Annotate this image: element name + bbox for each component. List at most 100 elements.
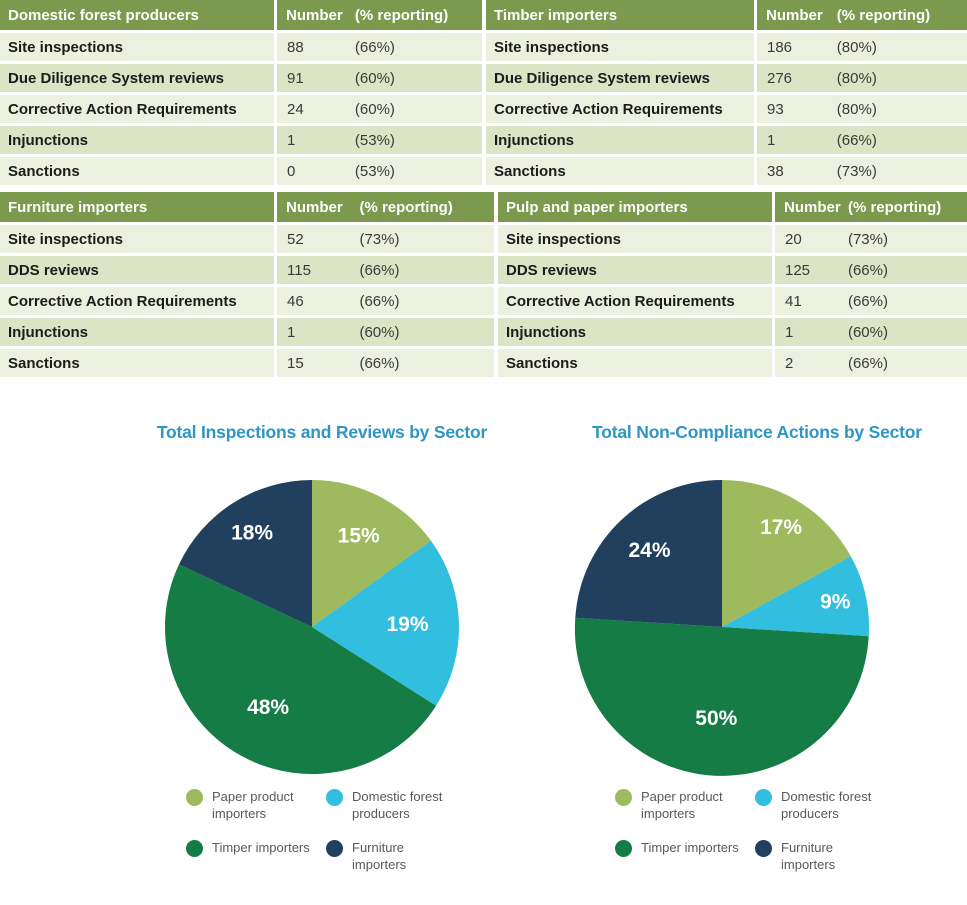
pct-reporting-value: (66%): [847, 261, 888, 279]
metric-label: Injunctions: [0, 318, 277, 346]
metric-label: Injunctions: [0, 126, 277, 154]
metric-values: 38 (73%): [757, 157, 967, 185]
count-value: 0: [287, 162, 296, 180]
legend-label: Domestic forest producers: [352, 789, 443, 822]
legend-label: Timper importers: [212, 840, 310, 856]
table-row-dds-reviews: DDS reviews 125 (66%): [498, 256, 967, 287]
legend-dot-domestic-forest-producers: [755, 789, 772, 806]
pct-reporting-header-label: (% reporting): [359, 198, 453, 216]
legend-item-domestic-forest-producers: Domestic forest producers: [755, 788, 905, 822]
legend-label: Paper product importers: [641, 789, 723, 822]
pct-reporting-value: (60%): [847, 323, 888, 341]
pct-reporting-value: (73%): [359, 230, 400, 248]
pct-reporting-value: (60%): [354, 69, 395, 87]
table-number-header: Number (% reporting): [277, 192, 494, 222]
table-row-sanctions: Sanctions 38 (73%): [486, 157, 967, 188]
count-value: 2: [785, 354, 794, 372]
metric-label: Corrective Action Requirements: [486, 95, 757, 123]
legend-dot-timper-importers: [186, 840, 203, 858]
table-header: Timber importers Number (% reporting): [486, 0, 967, 33]
table-body: Site inspections 20 (73%) DDS reviews 125 (66…: [498, 225, 967, 380]
metric-label: Injunctions: [498, 318, 775, 346]
metric-values: 93 (80%): [757, 95, 967, 123]
legend-dot-furniture-importers: [326, 840, 343, 858]
pct-reporting-value: (66%): [847, 292, 888, 310]
count-value: 88: [287, 38, 304, 56]
chart-title-non-compliance: Total Non-Compliance Actions by Sector: [592, 422, 922, 442]
pie-slice-furniture-importers: [179, 480, 312, 627]
pct-reporting-value: (73%): [836, 162, 877, 180]
table-title: Domestic forest producers: [0, 0, 277, 30]
table-row-dds-reviews: DDS reviews 115 (66%): [0, 256, 494, 287]
table-header: Domestic forest producers Number (% repo…: [0, 0, 482, 33]
legend-dot-paper-product-importers: [186, 789, 203, 806]
metric-label: DDS reviews: [498, 256, 775, 284]
table-pulp-and-paper-importers: Pulp and paper importers Number (% repor…: [498, 192, 967, 380]
count-value: 91: [287, 69, 304, 87]
metric-label: Corrective Action Requirements: [498, 287, 775, 315]
pie-slice-furniture-importers: [575, 480, 722, 627]
count-value: 38: [767, 162, 784, 180]
pie-slice-label-paper-product-importers: 17%: [760, 516, 802, 539]
table-row-corrective-action-requirements: Corrective Action Requirements 46 (66%): [0, 287, 494, 318]
table-title: Furniture importers: [0, 192, 277, 222]
pct-reporting-value: (66%): [359, 292, 400, 310]
metric-values: 1 (53%): [277, 126, 482, 154]
count-value: 186: [767, 38, 793, 56]
number-header-label: Number: [286, 198, 343, 216]
table-number-header: Number (% reporting): [775, 192, 967, 222]
legend-dot-timper-importers: [615, 840, 632, 858]
metric-values: 52 (73%): [277, 225, 494, 253]
pie-slice-paper-product-importers: [312, 480, 431, 627]
table-row-site-inspections: Site inspections 186 (80%): [486, 33, 967, 64]
pct-reporting-value: (80%): [836, 100, 877, 118]
table-title: Pulp and paper importers: [498, 192, 775, 222]
legend-item-timper-importers: Timper importers: [615, 839, 755, 873]
pie-slice-label-domestic-forest-producers: 9%: [820, 591, 851, 614]
count-value: 24: [287, 100, 304, 118]
metric-label: DDS reviews: [0, 256, 277, 284]
metric-label: Site inspections: [486, 33, 757, 61]
legend-item-paper-product-importers: Paper product importers: [186, 788, 326, 822]
metric-label: Sanctions: [486, 157, 757, 185]
metric-values: 24 (60%): [277, 95, 482, 123]
legend-non-compliance: Paper product importers Domestic forest p…: [615, 788, 905, 874]
metric-values: 41 (66%): [775, 287, 967, 315]
metric-label: Due Diligence System reviews: [486, 64, 757, 92]
metric-label: Sanctions: [0, 349, 277, 377]
metric-label: Corrective Action Requirements: [0, 287, 277, 315]
count-value: 125: [785, 261, 811, 279]
legend-item-timper-importers: Timper importers: [186, 839, 326, 873]
pct-reporting-value: (80%): [836, 69, 877, 87]
pie-slice-timper-importers: [574, 617, 869, 776]
pie-slice-label-furniture-importers: 24%: [628, 539, 670, 562]
metric-values: 15 (66%): [277, 349, 494, 377]
pie-chart-non-compliance: 17% 9% 50% 24%: [574, 480, 869, 776]
metric-values: 0 (53%): [277, 157, 482, 185]
pct-reporting-value: (66%): [847, 354, 888, 372]
metric-label: Due Diligence System reviews: [0, 64, 277, 92]
table-row-site-inspections: Site inspections 88 (66%): [0, 33, 482, 64]
metric-values: 125 (66%): [775, 256, 967, 284]
metric-values: 91 (60%): [277, 64, 482, 92]
table-row-sanctions: Sanctions 0 (53%): [0, 157, 482, 188]
table-header: Furniture importers Number (% reporting): [0, 192, 494, 225]
pct-reporting-value: (60%): [359, 323, 400, 341]
count-value: 1: [767, 131, 776, 149]
metric-values: 46 (66%): [277, 287, 494, 315]
legend-dot-paper-product-importers: [615, 789, 632, 806]
count-value: 52: [287, 230, 304, 248]
table-row-corrective-action-requirements: Corrective Action Requirements 41 (66%): [498, 287, 967, 318]
pie-chart-inspections-reviews: 15% 19% 48% 18%: [165, 480, 459, 775]
table-row-corrective-action-requirements: Corrective Action Requirements 93 (80%): [486, 95, 967, 126]
metric-values: 1 (60%): [775, 318, 967, 346]
table-body: Site inspections 186 (80%) Due Diligence Sy…: [486, 33, 967, 188]
legend-item-furniture-importers: Furniture importers: [326, 839, 476, 873]
pct-reporting-value: (66%): [359, 354, 400, 372]
pct-reporting-value: (66%): [354, 38, 395, 56]
pct-reporting-value: (53%): [354, 131, 395, 149]
metric-label: Site inspections: [0, 225, 277, 253]
metric-label: Site inspections: [0, 33, 277, 61]
metric-values: 115 (66%): [277, 256, 494, 284]
pie-slice-label-paper-product-importers: 15%: [338, 524, 380, 547]
